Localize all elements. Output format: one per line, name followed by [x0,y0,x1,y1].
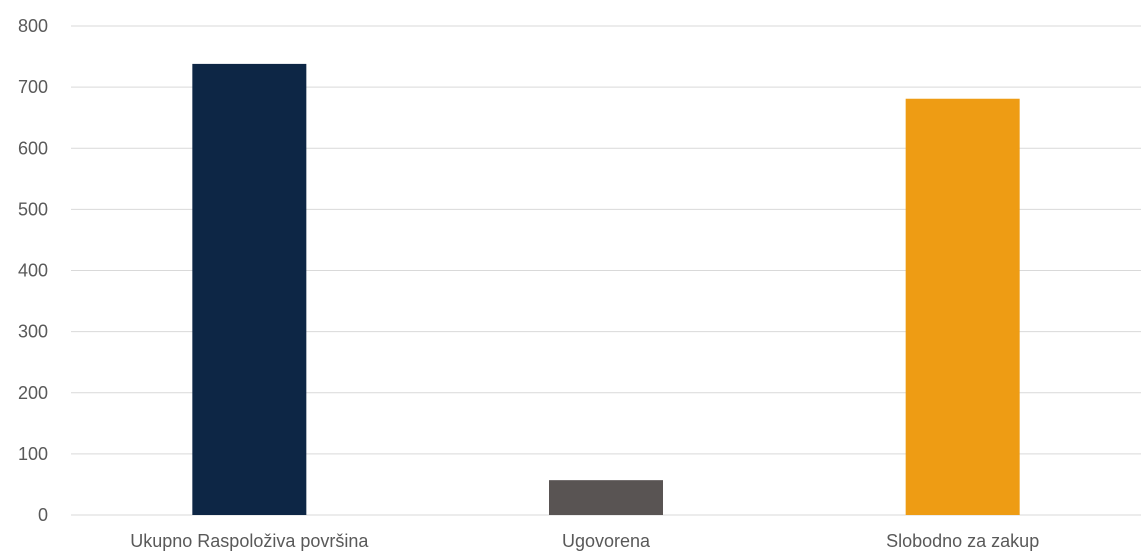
bar-1 [192,63,307,516]
x-category-label: Ugovorena [562,531,651,551]
y-axis-tick-labels: 0 100 200 300 400 500 600 700 800 [18,16,48,525]
bar-2 [549,480,663,515]
x-axis-category-labels: Ukupno Raspoloživa površina Ugovorena Slob… [130,531,1039,551]
x-category-label: Ukupno Raspoloživa površina [130,531,369,551]
bar-3 [905,98,1020,516]
y-tick-label: 500 [18,199,48,219]
bars [192,63,1020,516]
y-tick-label: 700 [18,77,48,97]
y-tick-label: 400 [18,261,48,281]
y-tick-label: 100 [18,444,48,464]
y-tick-label: 800 [18,16,48,36]
y-tick-label: 0 [38,505,48,525]
x-category-label: Slobodno za zakup [886,531,1039,551]
y-tick-label: 600 [18,138,48,158]
y-tick-label: 200 [18,383,48,403]
y-tick-label: 300 [18,322,48,342]
